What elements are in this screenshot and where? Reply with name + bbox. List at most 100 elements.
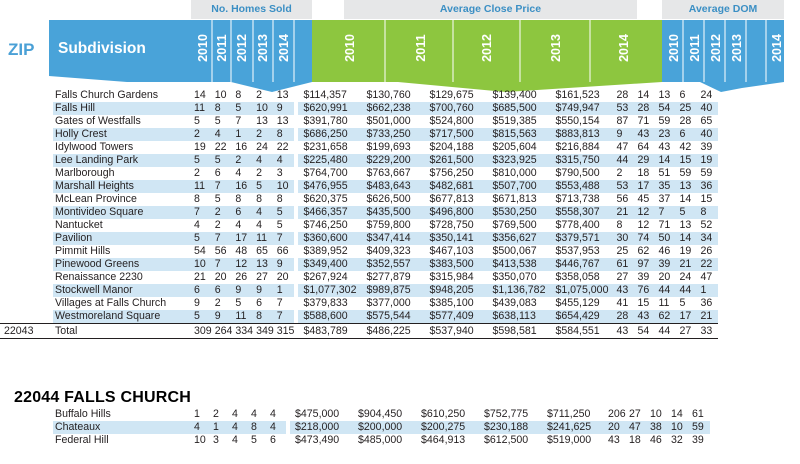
homes-2014: 4 [267, 421, 286, 434]
homes-2010: 7 [191, 206, 212, 219]
homes-2013: 8 [248, 421, 267, 434]
homes-2014: 20 [276, 271, 289, 283]
price-2012: $467,103 [429, 245, 474, 257]
dom-2013: 32 [671, 434, 683, 446]
homes-2012: 17 [232, 232, 254, 245]
homes-2012: 5 [232, 102, 254, 115]
dom-2012: 46 [658, 245, 671, 257]
price-2012: $728,750 [429, 219, 474, 231]
dom-2013: 44 [676, 284, 698, 297]
dom-2011: 43 [634, 310, 656, 324]
homes-2014: 8 [276, 193, 283, 205]
homes-2011: 7 [211, 232, 233, 245]
zip-cell [0, 271, 53, 284]
dom-2012: 35 [655, 180, 677, 193]
price-2012: $524,800 [429, 115, 474, 127]
homes-2012: 5 [235, 297, 242, 309]
price-2013: $413,538 [487, 258, 551, 271]
dom-2010: 28 [613, 310, 635, 324]
subdivision-cell: Idylwood Towers [55, 141, 134, 153]
homes-2013: 6 [256, 297, 262, 309]
homes-2011: 2 [214, 219, 221, 231]
table-row: Renaissance 2230 21 20 26 27 20 $267,924… [0, 271, 718, 284]
price-2014: $537,953 [555, 245, 600, 257]
table-row: Montivideo Square 7 2 6 4 5 $466,357 $43… [0, 206, 719, 219]
price-2014: $883,813 [550, 128, 614, 141]
homes-2012: 9 [232, 284, 254, 297]
table-row: Falls Church Gardens 14 10 8 2 13 $114,3… [0, 89, 718, 102]
price-2014: $519,000 [547, 434, 592, 446]
table-row: Westmoreland Square 5 9 11 8 7 $588,600 … [0, 310, 719, 324]
price-2014: $379,571 [550, 232, 614, 245]
price-2013: $671,813 [492, 193, 537, 205]
homes-2013: 8 [256, 193, 262, 205]
price-2010: $231,658 [303, 141, 348, 153]
homes-2013: 4 [256, 219, 262, 231]
price-2010: $475,000 [295, 408, 340, 420]
homes-2013: 65 [256, 245, 268, 257]
homes-2012: 4 [229, 421, 248, 434]
homes-2010: 2 [191, 128, 212, 141]
homes-2013: 2 [253, 128, 274, 141]
subdivision-cell: Pavilion [53, 232, 191, 245]
homes-2012: 334 [232, 323, 254, 339]
homes-2014: 7 [273, 310, 295, 324]
zip-cell [0, 206, 53, 219]
dom-2014: 26 [700, 245, 713, 257]
homes-2012: 6 [232, 206, 254, 219]
dom-2012: 51 [658, 167, 671, 179]
column-gap [294, 89, 299, 102]
price-2014: $315,750 [550, 154, 614, 167]
homes-2010: 21 [194, 271, 206, 283]
price-year-2014: 2014 [617, 34, 631, 62]
homes-2012: 16 [232, 180, 254, 193]
dom-2011: 27 [629, 408, 641, 420]
dom-2013: 6 [679, 89, 686, 101]
price-2011: $759,800 [366, 219, 411, 231]
column-gap [294, 206, 299, 219]
dom-2012: 59 [658, 115, 671, 127]
dom-2014: 33 [697, 323, 719, 339]
homes-2013: 27 [256, 271, 268, 283]
price-2014: $161,523 [555, 89, 600, 101]
table-row: Chateaux 4 1 4 8 4 $218,000 $200,000 $20… [0, 421, 710, 434]
subdivision-cell: Renaissance 2230 [55, 271, 143, 283]
price-2013: $519,385 [492, 115, 537, 127]
homes-2011: 7 [211, 180, 233, 193]
column-gap [294, 297, 299, 310]
dom-2014: 19 [697, 154, 719, 167]
column-gap [294, 102, 299, 115]
dom-2014: 40 [697, 128, 719, 141]
price-2013: $507,700 [487, 180, 551, 193]
dom-2010: 30 [613, 232, 635, 245]
price-2010: $225,480 [298, 154, 362, 167]
homes-2012: 8 [235, 89, 242, 101]
homes-2013: 349 [253, 323, 274, 339]
dom-2014: 61 [692, 408, 704, 420]
price-2013: $815,563 [487, 128, 551, 141]
dom-2011: 76 [634, 284, 656, 297]
dom-2013: 6 [676, 128, 698, 141]
dom-2012: 20 [658, 271, 671, 283]
dom-2012: 71 [658, 219, 671, 231]
dom-2011: 45 [637, 193, 650, 205]
column-gap [294, 141, 299, 154]
price-2013: $685,500 [487, 102, 551, 115]
homes-2011: 2 [213, 408, 219, 420]
zip-22043-table: Falls Church Gardens 14 10 8 2 13 $114,3… [0, 89, 719, 339]
zip-cell [0, 219, 53, 232]
homes-2011: 22 [214, 141, 227, 153]
price-2012: $537,940 [424, 323, 488, 339]
dom-2011: 18 [637, 167, 650, 179]
dom-2011: 43 [634, 128, 656, 141]
dom-2010: 41 [616, 297, 629, 309]
price-2012: $464,913 [421, 434, 466, 446]
column-gap [294, 180, 299, 193]
zip-cell [0, 89, 53, 102]
section-title-22044: 22044 FALLS CHURCH [14, 389, 191, 406]
homes-2014: 22 [276, 141, 289, 153]
column-gap [286, 434, 290, 447]
price-2012: $948,205 [424, 284, 488, 297]
subdivision-cell: Marshall Heights [53, 180, 191, 193]
dom-2013: 25 [676, 102, 698, 115]
